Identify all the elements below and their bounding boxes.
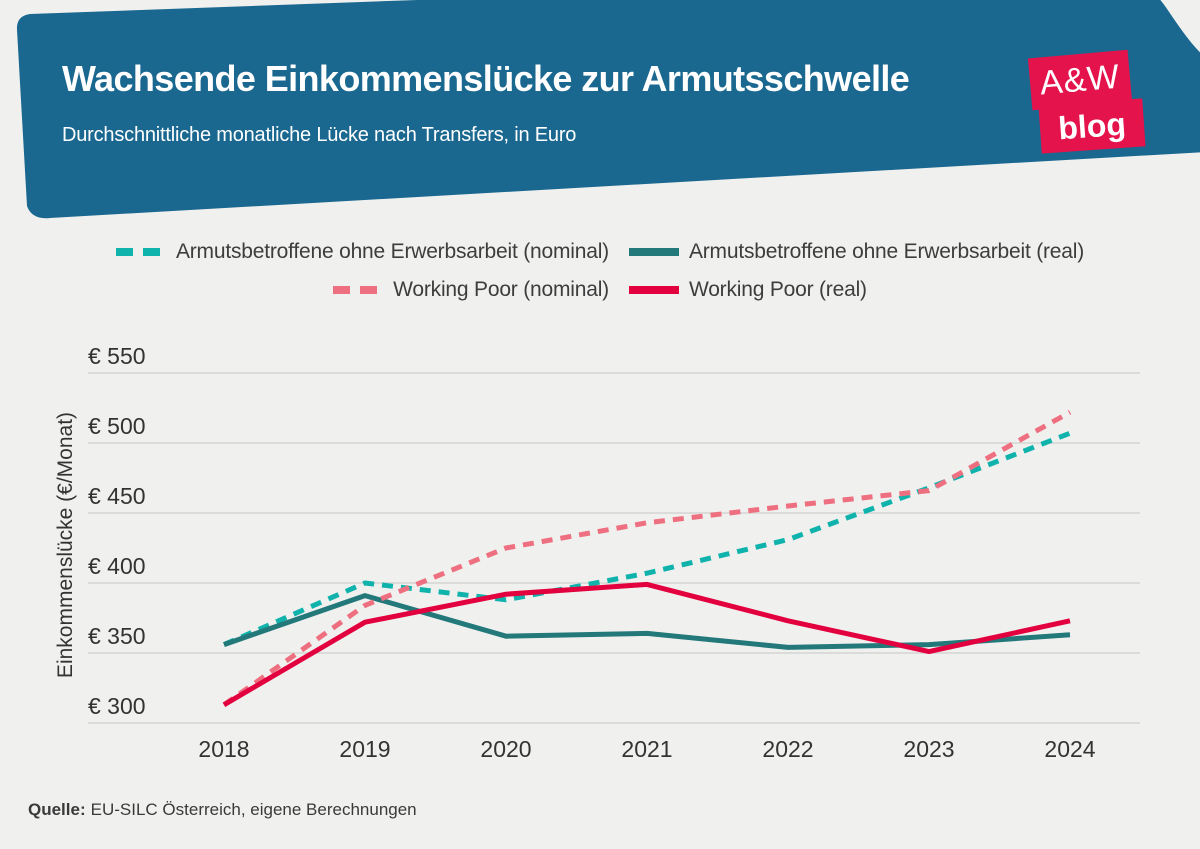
line-chart: € 300 € 350 € 400 € 450 € 500 € 550 2018 2019 20… (88, 343, 1140, 762)
legend-swatch-solid (628, 286, 679, 294)
legend-item: Armutsbetroffene ohne Erwerbsarbeit (rea… (628, 240, 1085, 264)
x-tick-label: 2018 (198, 736, 249, 762)
y-tick-label: € 350 (88, 623, 146, 649)
y-axis-title: Einkommenslücke (€/Monat) (54, 411, 77, 679)
legend-label: Working Poor (nominal) (393, 278, 609, 301)
source-note: Quelle: EU-SILC Österreich, eigene Berech… (28, 800, 417, 820)
y-tick-label: € 450 (88, 483, 146, 509)
series-line-dashed (222, 410, 1072, 707)
legend-label: Armutsbetroffene ohne Erwerbsarbeit (rea… (688, 240, 1085, 263)
page-title: Wachsende Einkommenslücke zur Armutsschw… (62, 58, 910, 99)
x-tick-label: 2023 (903, 736, 954, 762)
legend-row: Working Poor (nominal) Working Poor (real… (0, 278, 1200, 302)
x-tick-label: 2020 (480, 736, 531, 762)
legend-row: Armutsbetroffene ohne Erwerbsarbeit (nom… (0, 240, 1200, 264)
legend-item: Working Poor (nominal) (333, 278, 609, 302)
source-label: Quelle: (28, 800, 86, 819)
legend-label: Armutsbetroffene ohne Erwerbsarbeit (nom… (175, 240, 609, 263)
x-tick-label: 2022 (762, 736, 813, 762)
y-tick-label: € 500 (88, 413, 146, 439)
y-tick-label: € 550 (88, 343, 146, 369)
legend-label: Working Poor (real) (688, 278, 867, 301)
series-line-dashed (222, 430, 1071, 647)
legend-swatch-solid (628, 248, 679, 256)
header-banner (16, 0, 1200, 219)
x-tick-label: 2024 (1044, 736, 1095, 762)
y-tick-label: € 400 (88, 553, 146, 579)
aw-blog-logo: blog (1038, 98, 1146, 154)
series-line-solid (222, 581, 1071, 707)
x-tick-label: 2019 (339, 736, 390, 762)
legend-swatch-dashed (333, 286, 384, 294)
aw-blog-logo-text: blog (1057, 105, 1127, 146)
page-subtitle: Durchschnittliche monatliche Lücke nach … (62, 124, 577, 146)
header-banner-shape (16, 0, 1200, 219)
aw-logo-text: A&W (1038, 57, 1122, 102)
source-text: EU-SILC Österreich, eigene Berechnungen (90, 800, 417, 819)
legend-item: Working Poor (real) (628, 278, 867, 302)
series-line-solid (223, 593, 1071, 650)
y-tick-label: € 300 (88, 693, 146, 719)
x-tick-label: 2021 (621, 736, 672, 762)
chart-legend: Armutsbetroffene ohne Erwerbsarbeit (nom… (0, 240, 1200, 302)
legend-swatch-dashed (115, 248, 166, 256)
legend-item: Armutsbetroffene ohne Erwerbsarbeit (nom… (115, 240, 609, 264)
